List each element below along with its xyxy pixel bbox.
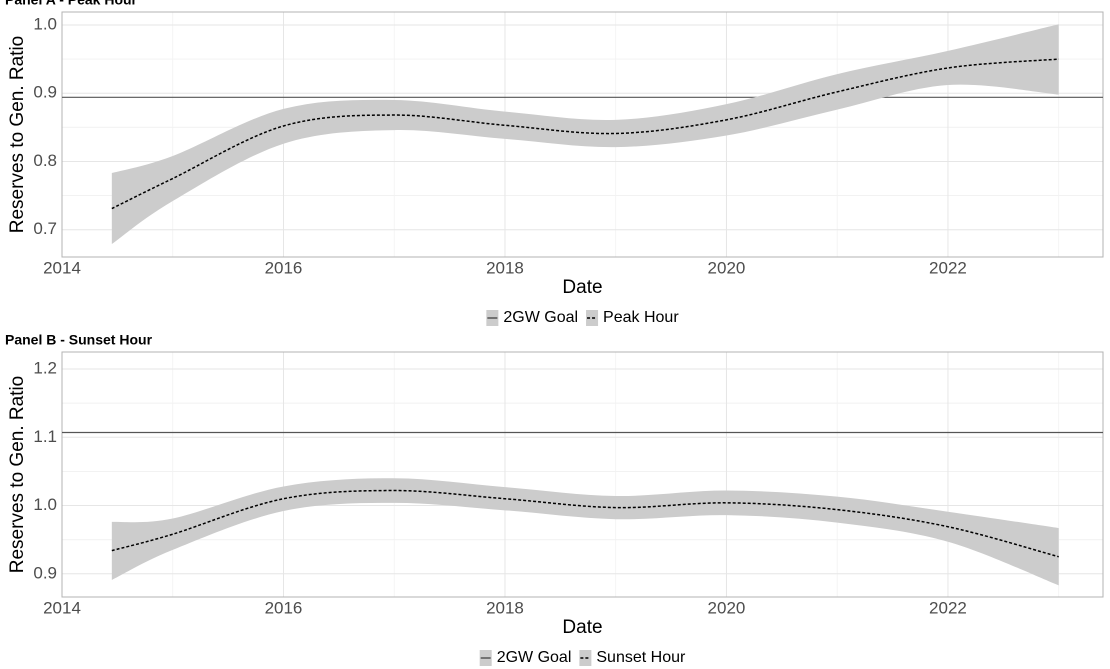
y-axis-title: Reserves to Gen. Ratio xyxy=(7,376,28,573)
confidence-band xyxy=(111,24,1059,245)
x-tick-label: 2020 xyxy=(708,258,746,277)
y-tick-label: 0.9 xyxy=(33,83,57,102)
y-axis-title: Reserves to Gen. Ratio xyxy=(7,36,28,233)
y-tick-label: 1.0 xyxy=(33,495,57,514)
x-tick-label: 2020 xyxy=(708,598,746,617)
y-tick-label: 1.1 xyxy=(33,427,57,446)
y-tick-label: 1.2 xyxy=(33,359,57,378)
panel-title: Panel A - Peak Hour xyxy=(5,0,138,8)
plot-border xyxy=(61,11,1104,258)
y-tick-label: 0.8 xyxy=(33,151,57,170)
x-tick-label: 2018 xyxy=(486,258,524,277)
y-tick-label: 0.9 xyxy=(33,563,57,582)
trend-line xyxy=(111,58,1059,210)
y-tick-label: 1.0 xyxy=(33,14,57,33)
panel-title: Panel B - Sunset Hour xyxy=(5,332,153,348)
x-tick-label: 2016 xyxy=(265,258,303,277)
legend-label: 2GW Goal xyxy=(503,309,578,326)
trend-line xyxy=(111,489,1059,558)
x-tick-label: 2018 xyxy=(486,598,524,617)
x-axis-title: Date xyxy=(562,617,602,638)
y-tick-label: 0.7 xyxy=(33,219,57,238)
panel: Panel A - Peak Hour 2014 2016 2018 2020 2022 0… xyxy=(5,0,1104,326)
x-axis-title: Date xyxy=(562,277,602,298)
confidence-band xyxy=(111,478,1059,586)
plot-background xyxy=(62,352,1103,597)
legend-label: 2GW Goal xyxy=(497,649,572,666)
legend-label: Peak Hour xyxy=(603,309,679,326)
x-tick-label: 2022 xyxy=(929,598,967,617)
x-tick-label: 2014 xyxy=(43,258,81,277)
x-tick-label: 2014 xyxy=(43,598,81,617)
panel: Panel B - Sunset Hour 2014 2016 2018 2020 202… xyxy=(5,332,1104,666)
legend: 2GW Goal Sunset Hour xyxy=(479,649,686,666)
x-tick-label: 2016 xyxy=(265,598,303,617)
legend-label: Sunset Hour xyxy=(596,649,686,666)
x-tick-label: 2022 xyxy=(929,258,967,277)
legend: 2GW Goal Peak Hour xyxy=(486,309,679,326)
plot-border xyxy=(61,351,1104,598)
